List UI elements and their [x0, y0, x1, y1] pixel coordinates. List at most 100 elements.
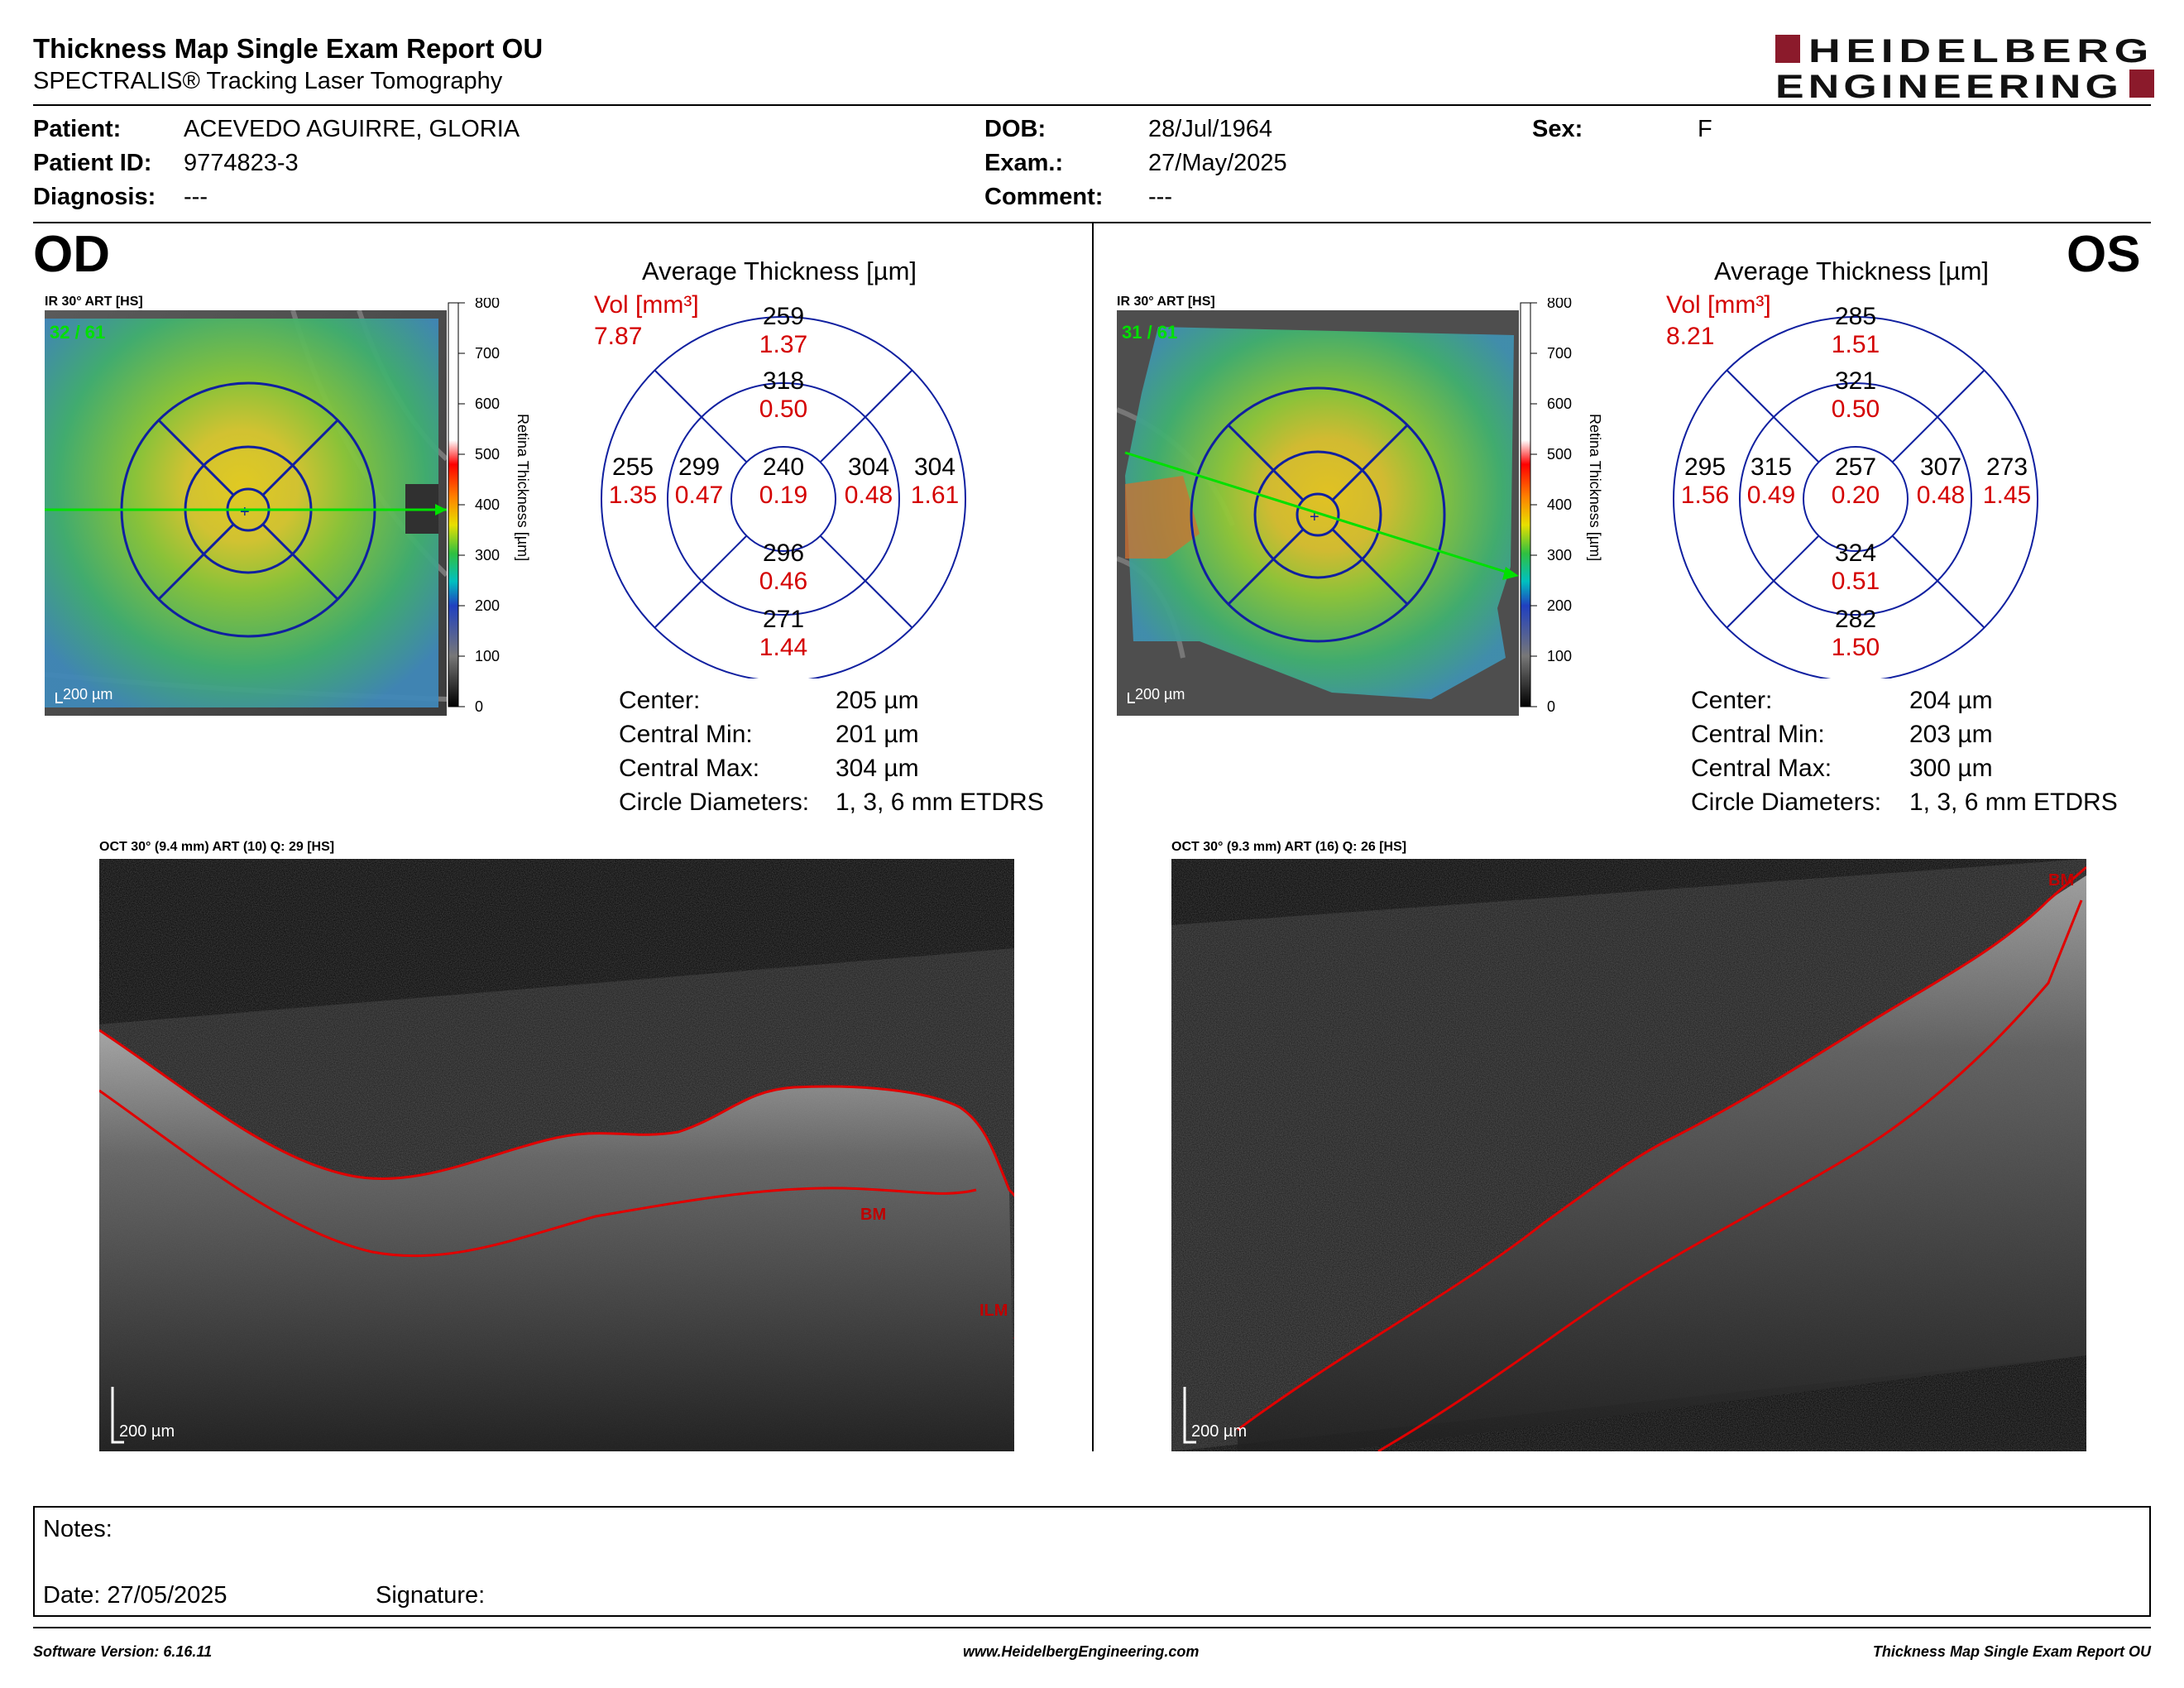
os-colorbar: 800 700 600 500 400 300 200 100 0 Retina… [1520, 298, 1603, 715]
od-oct-bscan: BM ILM 200 µm [99, 859, 1014, 1451]
od-colorbar: 800 700 600 500 400 300 200 100 0 Retina… [448, 298, 531, 715]
svg-text:295: 295 [1684, 453, 1726, 481]
os-thickness-map: + 31 / 61 200 µm [1117, 310, 1519, 716]
svg-text:304: 304 [848, 453, 889, 481]
patient-label: Patient: [33, 116, 122, 142]
svg-text:304: 304 [914, 453, 956, 481]
svg-text:257: 257 [1835, 453, 1876, 481]
exam-label: Exam.: [984, 150, 1064, 176]
patient-name: ACEVEDO AGUIRRE, GLORIA [184, 116, 520, 142]
os-oct-title: OCT 30° (9.3 mm) ART (16) Q: 26 [HS] [1171, 840, 1407, 854]
od-avg-title: Average Thickness [µm] [642, 257, 917, 285]
svg-text:0.47: 0.47 [675, 482, 723, 509]
os-oct-scale: 200 µm [1191, 1422, 1247, 1441]
svg-text:100: 100 [475, 648, 500, 664]
svg-text:700: 700 [1547, 345, 1572, 362]
svg-text:200: 200 [475, 597, 500, 614]
os-colorbar-title: Retina Thickness [µm] [1587, 414, 1603, 561]
diagnosis-label: Diagnosis: [33, 184, 156, 210]
os-bm-label: BM [2048, 871, 2074, 890]
dob-value: 28/Jul/1964 [1148, 116, 1272, 142]
os-ir-title: IR 30° ART [HS] [1117, 295, 1215, 309]
svg-text:700: 700 [475, 345, 500, 362]
svg-text:+: + [240, 503, 250, 521]
dob-label: DOB: [984, 116, 1046, 142]
svg-text:0.20: 0.20 [1832, 482, 1880, 509]
eye-divider [1092, 223, 1094, 1451]
os-frame-count: 31 / 61 [1122, 322, 1177, 343]
svg-text:285: 285 [1835, 303, 1876, 330]
svg-text:0.19: 0.19 [759, 482, 807, 509]
svg-text:1.56: 1.56 [1681, 482, 1729, 509]
comment-value: --- [1148, 184, 1172, 210]
notes-label: Notes: [43, 1516, 113, 1542]
exam-value: 27/May/2025 [1148, 150, 1287, 176]
heidelberg-logo: HEIDELBERG ENGINEERING [1775, 33, 2154, 101]
footer-divider [33, 1627, 2151, 1628]
svg-text:282: 282 [1835, 606, 1876, 633]
od-frame-count: 32 / 61 [50, 322, 105, 343]
od-ir-title: IR 30° ART [HS] [45, 295, 143, 309]
od-thickness-map: + 32 / 61 200 µm [45, 310, 447, 716]
report-title: Thickness Map Single Exam Report OU [33, 33, 544, 64]
svg-text:500: 500 [475, 446, 500, 463]
svg-text:1.51: 1.51 [1832, 331, 1880, 358]
svg-text:+: + [1310, 508, 1320, 526]
notes-box: Notes: Date: 27/05/2025 Signature: [33, 1506, 2151, 1617]
svg-text:259: 259 [763, 303, 804, 330]
od-ilm-label: ILM [979, 1302, 1008, 1320]
svg-text:0.51: 0.51 [1832, 568, 1880, 595]
svg-text:400: 400 [475, 496, 500, 513]
website-link: www.HeidelbergEngineering.com [963, 1643, 1200, 1660]
sex-value: F [1698, 116, 1712, 142]
svg-text:1.50: 1.50 [1832, 634, 1880, 661]
od-eye-label: OD [33, 226, 110, 283]
svg-text:0.46: 0.46 [759, 568, 807, 595]
svg-text:1.45: 1.45 [1983, 482, 2031, 509]
svg-text:200: 200 [1547, 597, 1572, 614]
svg-text:307: 307 [1920, 453, 1961, 481]
diagnosis-value: --- [184, 184, 208, 210]
svg-text:318: 318 [763, 367, 804, 395]
svg-text:296: 296 [763, 539, 804, 567]
patient-id-label: Patient ID: [33, 150, 152, 176]
svg-text:1.61: 1.61 [911, 482, 959, 509]
patient-id: 9774823-3 [184, 150, 299, 176]
svg-text:500: 500 [1547, 446, 1572, 463]
os-oct-bscan: BM 200 µm [1171, 859, 2086, 1451]
signature-label: Signature: [376, 1582, 486, 1609]
header-divider [33, 104, 2151, 106]
sex-label: Sex: [1532, 116, 1583, 142]
svg-text:ENGINEERING: ENGINEERING [1775, 69, 2123, 101]
od-vol-label: Vol [mm³] [594, 291, 699, 319]
os-eye-label: OS [2067, 226, 2141, 283]
od-oct-title: OCT 30° (9.4 mm) ART (10) Q: 29 [HS] [99, 840, 335, 854]
report-subtitle: SPECTRALIS® Tracking Laser Tomography [33, 68, 503, 94]
svg-text:0.50: 0.50 [1832, 396, 1880, 423]
od-etdrs-grid: Vol [mm³] 7.87 259 1.37 318 0.50 255 1.3… [594, 291, 966, 679]
svg-text:0.48: 0.48 [845, 482, 893, 509]
od-colorbar-title: Retina Thickness [µm] [515, 414, 531, 561]
svg-text:300: 300 [1547, 547, 1572, 563]
svg-text:100: 100 [1547, 648, 1572, 664]
info-divider [33, 222, 2151, 223]
os-etdrs-grid: Vol [mm³] 8.21 285 1.51 321 0.50 295 1.5… [1666, 291, 2038, 679]
svg-text:1.44: 1.44 [759, 634, 807, 661]
svg-text:600: 600 [475, 396, 500, 412]
svg-text:800: 800 [1547, 298, 1572, 311]
svg-text:324: 324 [1835, 539, 1876, 567]
svg-text:0.50: 0.50 [759, 396, 807, 423]
svg-text:0.48: 0.48 [1917, 482, 1965, 509]
svg-text:1.37: 1.37 [759, 331, 807, 358]
footer-report-title: Thickness Map Single Exam Report OU [1872, 1643, 2151, 1660]
svg-text:315: 315 [1751, 453, 1792, 481]
od-map-scale: 200 µm [63, 686, 113, 703]
svg-text:299: 299 [678, 453, 720, 481]
comment-label: Comment: [984, 184, 1104, 210]
od-total-vol: 7.87 [594, 323, 642, 350]
svg-text:300: 300 [475, 547, 500, 563]
svg-text:255: 255 [612, 453, 654, 481]
svg-text:800: 800 [475, 298, 500, 311]
svg-text:0.49: 0.49 [1747, 482, 1795, 509]
os-total-vol: 8.21 [1666, 323, 1714, 350]
